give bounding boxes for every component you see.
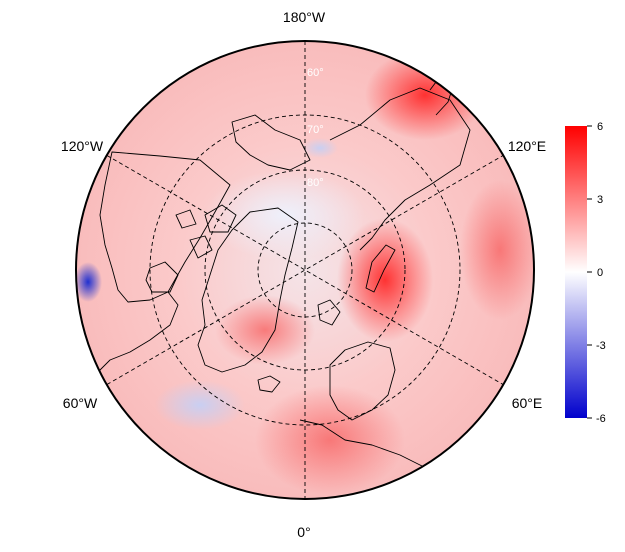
meridian-60w-120e <box>106 155 504 385</box>
anomaly-blob-central-arctic <box>205 170 365 260</box>
lon-label-120e: 120°E <box>508 138 546 154</box>
colorbar-tick-label: -3 <box>596 340 606 352</box>
colorbar-gradient <box>565 126 587 418</box>
coastline-greenland <box>197 207 299 373</box>
longitude-labels: 180°W 0° 120°W 120°E 60°W 60°E <box>61 9 546 540</box>
anomaly-blob-greenland <box>215 295 315 365</box>
coastline-scandinavia <box>329 341 396 421</box>
colorbar-tick-label: 3 <box>597 194 603 206</box>
coastline-hudson-bay <box>145 261 179 293</box>
coastline-iceland <box>257 375 281 393</box>
coastline-novaya-zemlya <box>365 244 396 293</box>
lon-label-120w: 120°W <box>61 138 104 154</box>
meridian-120w-60e <box>106 155 504 385</box>
anomaly-blob-chukotka <box>365 50 485 140</box>
latitude-labels: 60° 70° 80° <box>307 67 324 189</box>
anomaly-blob-north-atlantic <box>155 380 245 430</box>
colorbar: 6 3 0 -3 -6 <box>565 121 606 425</box>
coastline-svalbard <box>317 299 341 326</box>
coastline-arctic-archipelago <box>175 204 237 259</box>
anomaly-blob-beaufort <box>302 138 338 158</box>
coastline-siberia <box>329 87 471 251</box>
anomaly-blob-east-siberia <box>460 180 534 320</box>
colorbar-tick-label: 6 <box>597 121 603 133</box>
anomaly-blob-europe <box>255 385 405 495</box>
coastline-alaska <box>231 114 311 171</box>
coastline-north-america <box>99 151 231 303</box>
graticule <box>106 41 504 499</box>
coastlines <box>97 69 471 481</box>
lon-label-60e: 60°E <box>512 395 543 411</box>
lon-label-0: 0° <box>297 524 310 540</box>
coastline-labrador <box>97 291 179 373</box>
lat-label-70: 70° <box>307 124 324 136</box>
anomaly-field <box>76 41 534 499</box>
lat-label-60: 60° <box>307 67 324 79</box>
lon-label-180w: 180°W <box>283 9 326 25</box>
colorbar-tick-label: 0 <box>597 267 603 279</box>
lon-label-60w: 60°W <box>63 395 98 411</box>
colorbar-tick-label: -6 <box>596 413 606 425</box>
lat-label-80: 80° <box>307 177 324 189</box>
anomaly-blob-pacific-nw <box>76 262 102 302</box>
map-border <box>75 40 535 500</box>
